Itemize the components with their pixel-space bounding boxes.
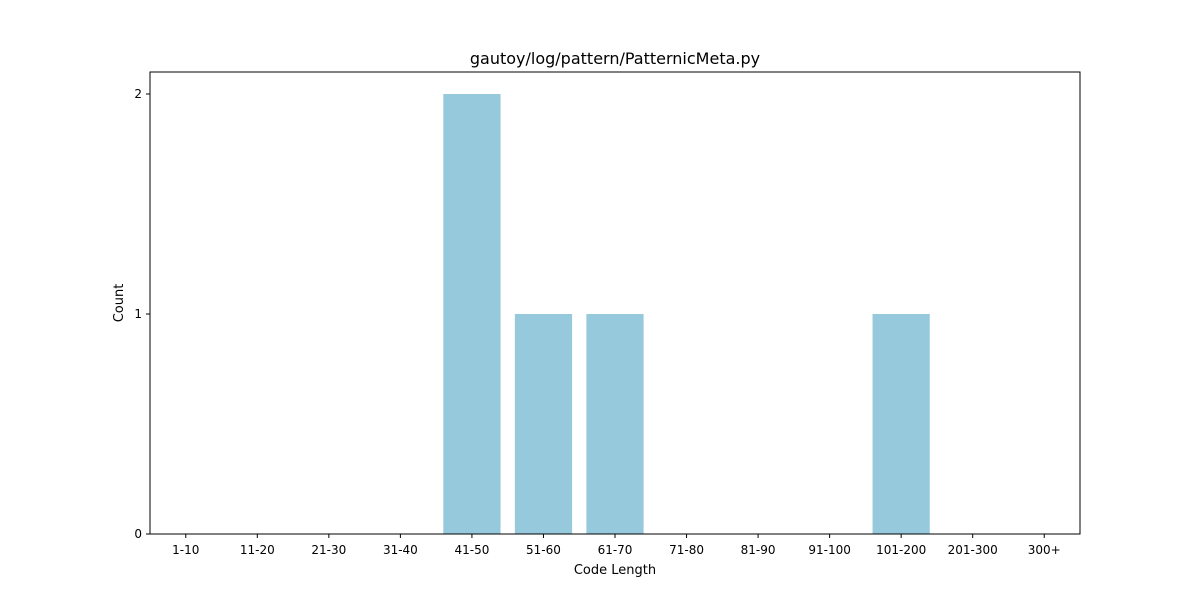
x-tick-label: 1-10 — [172, 543, 199, 557]
x-tick-label: 51-60 — [526, 543, 561, 557]
bar-101-200 — [872, 314, 930, 534]
bar-61-70 — [586, 314, 644, 534]
bars-group — [443, 94, 930, 534]
y-tick-label: 2 — [134, 87, 142, 101]
y-tick-label: 0 — [134, 527, 142, 541]
y-tick-label: 1 — [134, 307, 142, 321]
bar-41-50 — [443, 94, 501, 534]
x-tick-label: 91-100 — [808, 543, 851, 557]
y-axis: 0 1 2 — [134, 87, 150, 541]
x-tick-label: 31-40 — [383, 543, 418, 557]
x-tick-label: 61-70 — [598, 543, 633, 557]
x-tick-label: 81-90 — [741, 543, 776, 557]
chart-title: gautoy/log/pattern/PatternicMeta.py — [470, 49, 760, 68]
x-tick-label: 71-80 — [669, 543, 704, 557]
x-tick-label: 21-30 — [311, 543, 346, 557]
x-axis-label: Code Length — [574, 563, 656, 578]
x-tick-label: 201-300 — [948, 543, 998, 557]
x-tick-label: 300+ — [1028, 543, 1061, 557]
x-tick-label: 11-20 — [240, 543, 275, 557]
x-axis: 1-10 11-20 21-30 31-40 41-50 51-60 61-70 71-80 8… — [172, 534, 1061, 557]
y-axis-label: Count — [112, 284, 127, 323]
x-tick-label: 41-50 — [454, 543, 489, 557]
bar-51-60 — [514, 314, 573, 534]
x-tick-label: 101-200 — [876, 543, 926, 557]
